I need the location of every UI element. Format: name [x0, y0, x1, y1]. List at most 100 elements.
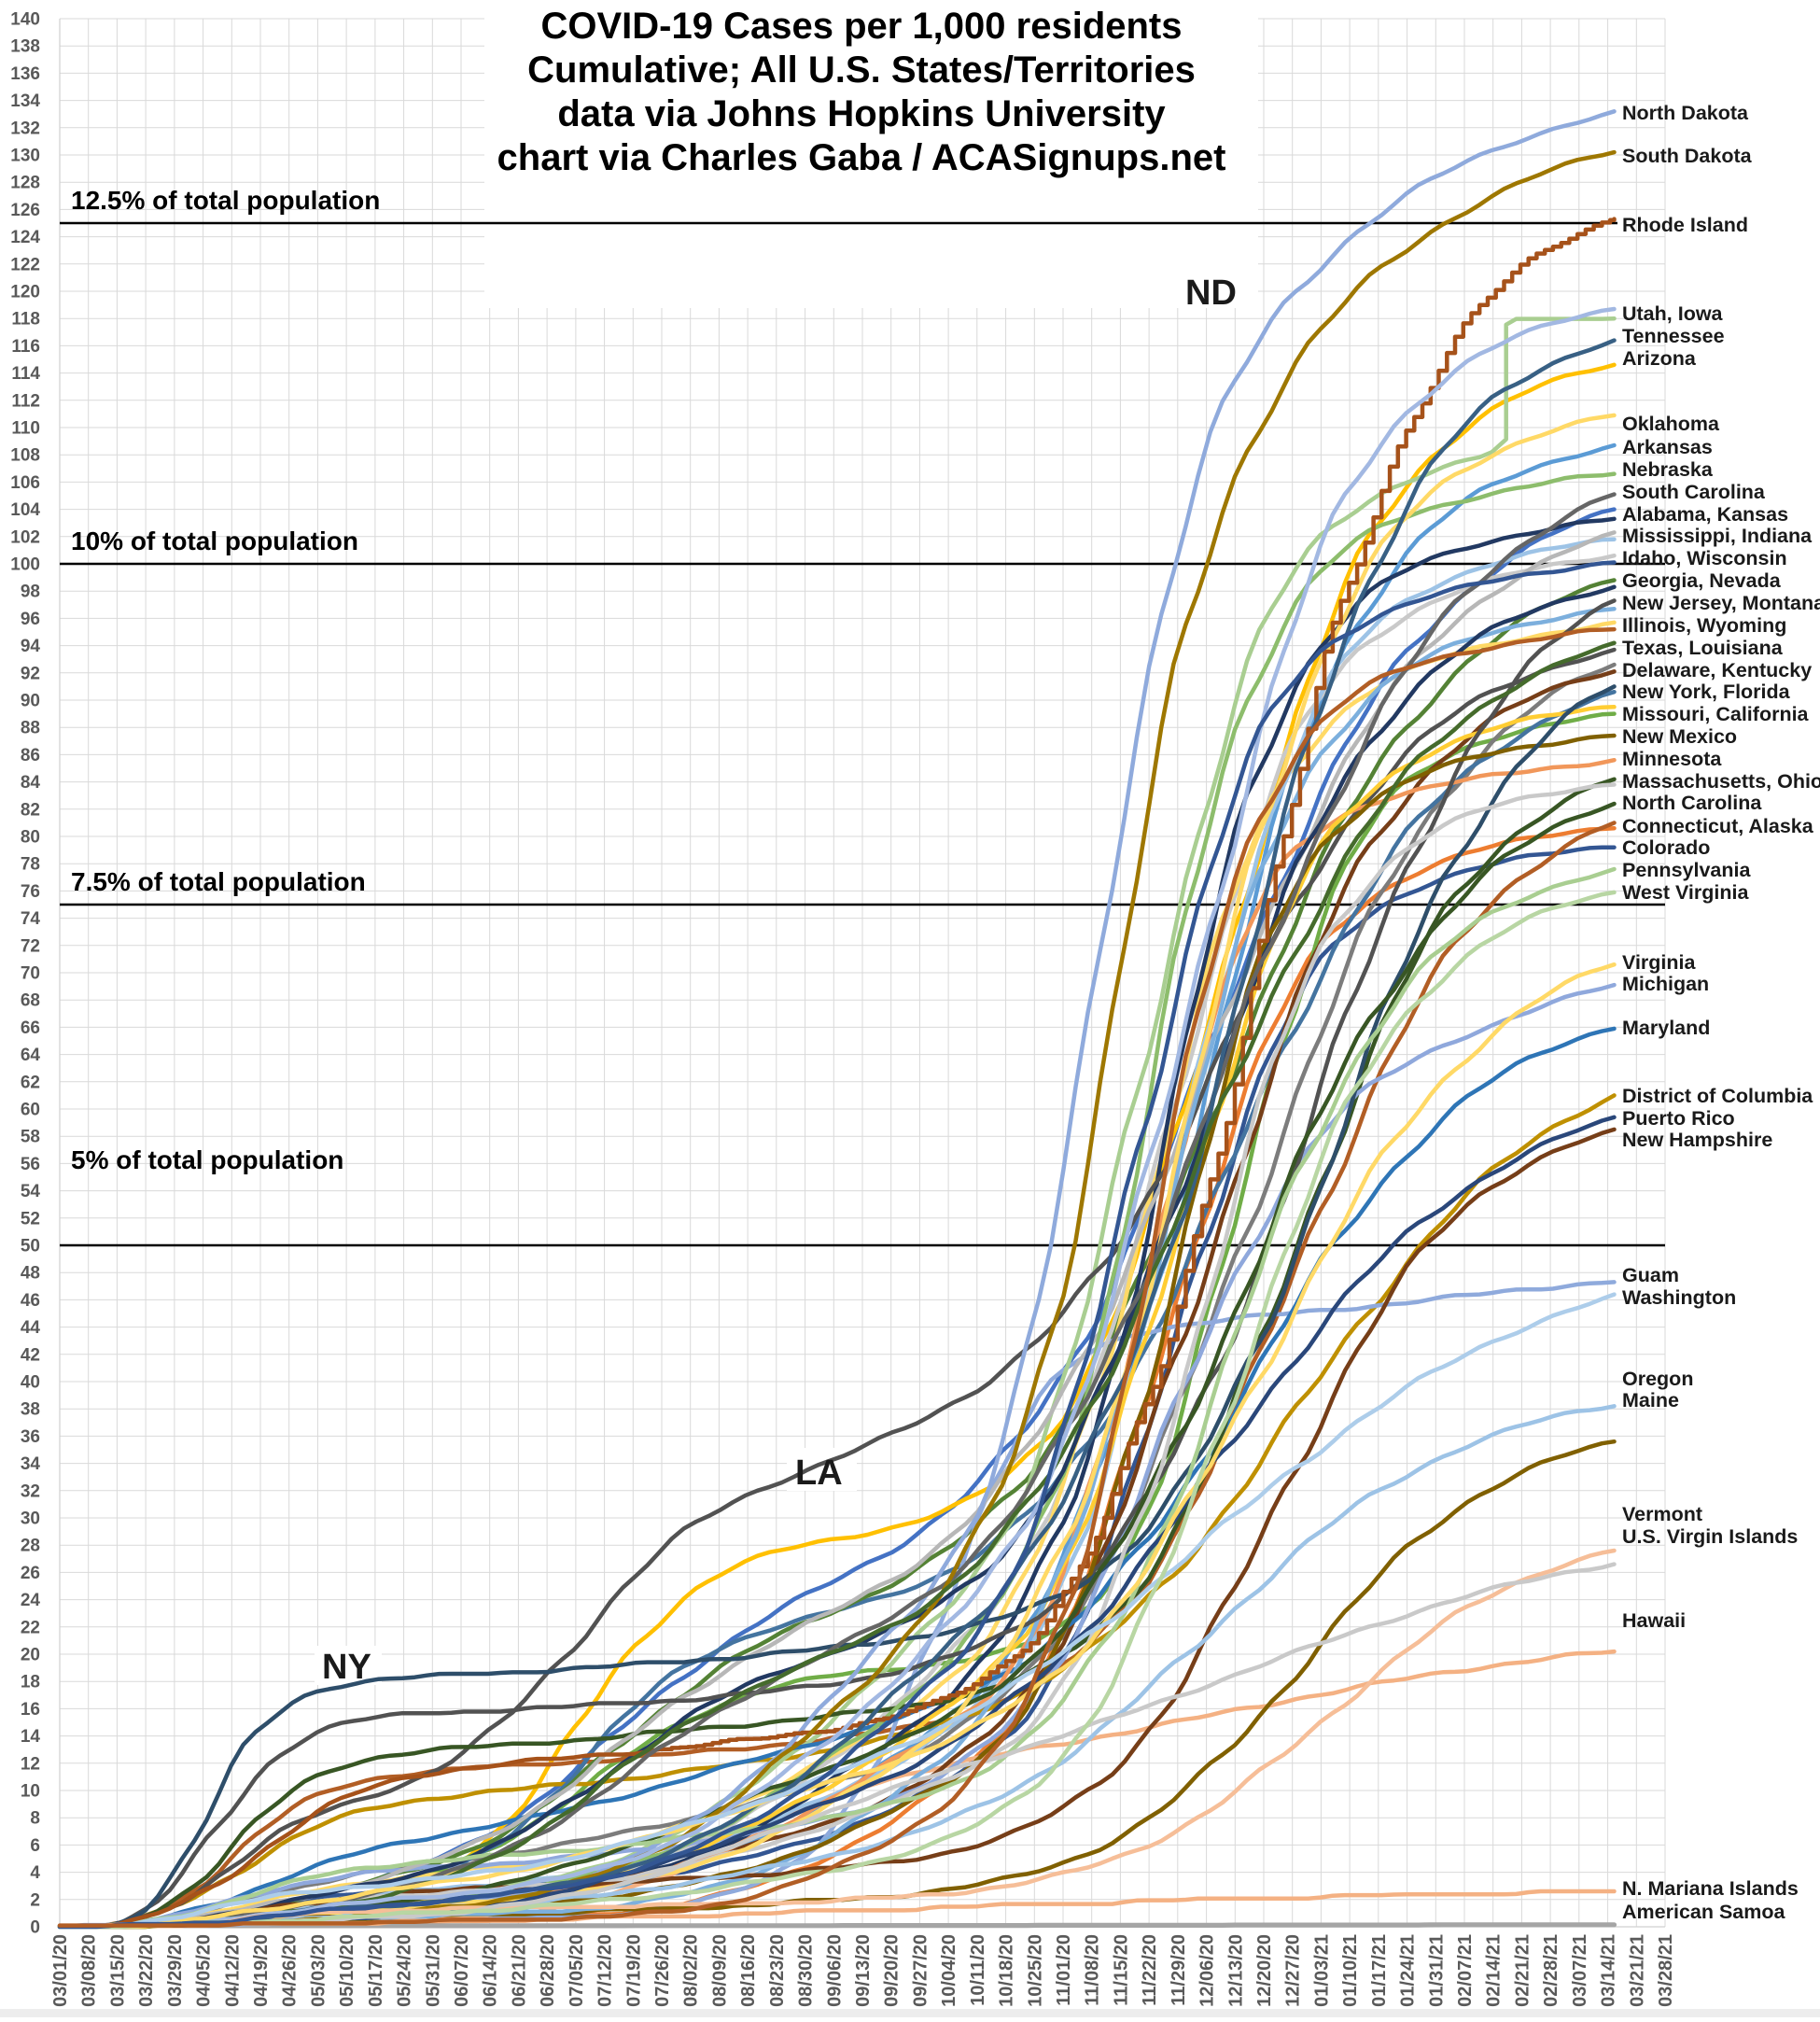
svg-text:92: 92 [21, 664, 40, 683]
svg-text:Missouri, California: Missouri, California [1622, 703, 1810, 725]
svg-text:04/19/20: 04/19/20 [251, 1934, 272, 2007]
svg-text:56: 56 [21, 1155, 40, 1174]
svg-text:Cumulative; All U.S. States/Te: Cumulative; All U.S. States/Territories [527, 49, 1196, 91]
svg-text:100: 100 [10, 555, 40, 575]
svg-text:07/12/20: 07/12/20 [595, 1934, 616, 2007]
svg-text:06/14/20: 06/14/20 [481, 1934, 501, 2007]
svg-text:72: 72 [21, 936, 40, 956]
svg-text:North Dakota: North Dakota [1622, 102, 1749, 124]
svg-text:data via Johns Hopkins Univers: data via Johns Hopkins University [557, 93, 1166, 134]
svg-text:12/20/20: 12/20/20 [1254, 1934, 1275, 2007]
svg-text:01/17/21: 01/17/21 [1369, 1934, 1390, 2007]
svg-text:New Jersey, Montana: New Jersey, Montana [1622, 592, 1820, 614]
svg-text:108: 108 [10, 446, 40, 466]
svg-text:76: 76 [21, 882, 40, 902]
svg-text:18: 18 [21, 1673, 40, 1692]
svg-text:08/16/20: 08/16/20 [738, 1934, 759, 2007]
svg-text:02/21/21: 02/21/21 [1512, 1934, 1533, 2007]
svg-text:28: 28 [21, 1537, 40, 1556]
svg-text:06/07/20: 06/07/20 [452, 1934, 472, 2007]
svg-text:Arkansas: Arkansas [1622, 436, 1713, 458]
svg-text:110: 110 [11, 419, 40, 439]
svg-text:10/18/20: 10/18/20 [997, 1934, 1017, 2007]
svg-text:Oklahoma: Oklahoma [1622, 413, 1720, 435]
svg-text:02/14/21: 02/14/21 [1484, 1934, 1505, 2007]
svg-text:11/22/20: 11/22/20 [1140, 1934, 1160, 2006]
svg-text:12/27/20: 12/27/20 [1283, 1934, 1304, 2007]
svg-text:09/27/20: 09/27/20 [910, 1934, 931, 2007]
svg-text:05/10/20: 05/10/20 [337, 1934, 357, 2007]
svg-text:64: 64 [21, 1046, 41, 1065]
svg-text:14: 14 [21, 1727, 41, 1747]
svg-text:03/28/21: 03/28/21 [1656, 1934, 1676, 2007]
svg-text:82: 82 [21, 800, 40, 820]
svg-text:20: 20 [21, 1646, 40, 1665]
svg-text:134: 134 [10, 91, 40, 111]
svg-text:Arizona: Arizona [1622, 347, 1697, 370]
svg-text:8: 8 [30, 1809, 40, 1829]
svg-text:NY: NY [322, 1648, 371, 1687]
svg-text:12/06/20: 12/06/20 [1197, 1934, 1218, 2007]
svg-text:11/15/20: 11/15/20 [1111, 1934, 1131, 2006]
svg-text:66: 66 [21, 1018, 40, 1038]
svg-text:New Mexico: New Mexico [1622, 725, 1737, 748]
svg-text:5% of total population: 5% of total population [71, 1145, 343, 1174]
svg-text:96: 96 [21, 610, 40, 629]
svg-text:10% of total population: 10% of total population [71, 527, 358, 555]
svg-text:05/17/20: 05/17/20 [366, 1934, 386, 2007]
svg-text:Pennsylvania: Pennsylvania [1622, 859, 1751, 881]
svg-text:Delaware, Kentucky: Delaware, Kentucky [1622, 659, 1812, 681]
svg-text:LA: LA [795, 1453, 843, 1493]
svg-text:04/05/20: 04/05/20 [194, 1934, 215, 2007]
svg-text:6: 6 [30, 1836, 40, 1856]
svg-text:03/14/21: 03/14/21 [1599, 1934, 1619, 2007]
svg-text:118: 118 [11, 310, 40, 330]
svg-text:02/28/21: 02/28/21 [1541, 1934, 1561, 2007]
svg-text:09/13/20: 09/13/20 [853, 1934, 874, 2007]
svg-text:7.5% of total population: 7.5% of total population [71, 867, 366, 896]
svg-text:114: 114 [11, 364, 40, 384]
svg-text:Massachusetts, Ohio: Massachusetts, Ohio [1622, 770, 1820, 793]
svg-text:102: 102 [10, 527, 40, 547]
svg-text:116: 116 [11, 337, 40, 357]
svg-text:07/19/20: 07/19/20 [623, 1934, 644, 2007]
svg-text:124: 124 [10, 228, 40, 247]
svg-text:84: 84 [21, 773, 41, 793]
svg-text:26: 26 [21, 1564, 40, 1583]
svg-text:District of Columbia: District of Columbia [1622, 1085, 1813, 1107]
svg-text:90: 90 [21, 692, 40, 711]
svg-text:16: 16 [21, 1700, 40, 1720]
svg-text:38: 38 [21, 1400, 40, 1420]
svg-text:05/03/20: 05/03/20 [308, 1934, 329, 2007]
svg-text:10/25/20: 10/25/20 [1025, 1934, 1045, 2007]
svg-text:COVID-19 Cases per 1,000 resid: COVID-19 Cases per 1,000 residents [540, 6, 1182, 47]
svg-text:01/24/21: 01/24/21 [1398, 1934, 1419, 2007]
svg-text:62: 62 [21, 1073, 40, 1092]
svg-text:South Carolina: South Carolina [1622, 481, 1766, 503]
svg-text:01/10/21: 01/10/21 [1340, 1934, 1361, 2007]
svg-text:Georgia, Nevada: Georgia, Nevada [1622, 569, 1782, 592]
svg-text:10/11/20: 10/11/20 [968, 1934, 988, 2006]
svg-text:09/06/20: 09/06/20 [824, 1934, 845, 2007]
svg-text:Colorado: Colorado [1622, 836, 1710, 859]
svg-text:chart via Charles Gaba / ACASi: chart via Charles Gaba / ACASignups.net [497, 137, 1226, 178]
svg-text:130: 130 [10, 147, 40, 166]
svg-text:03/07/21: 03/07/21 [1570, 1934, 1590, 2007]
svg-text:0: 0 [30, 1918, 40, 1938]
svg-text:34: 34 [21, 1454, 41, 1474]
svg-text:03/08/20: 03/08/20 [79, 1934, 100, 2007]
svg-text:30: 30 [21, 1509, 40, 1529]
svg-text:88: 88 [21, 719, 40, 738]
svg-text:07/26/20: 07/26/20 [652, 1934, 673, 2007]
svg-text:68: 68 [21, 991, 40, 1011]
svg-text:03/15/20: 03/15/20 [107, 1934, 128, 2007]
svg-text:07/05/20: 07/05/20 [567, 1934, 587, 2007]
svg-text:Nebraska: Nebraska [1622, 458, 1714, 481]
svg-text:Washington: Washington [1622, 1286, 1736, 1309]
svg-text:11/01/20: 11/01/20 [1054, 1934, 1074, 2006]
svg-text:01/03/21: 01/03/21 [1311, 1934, 1332, 2007]
svg-text:North Carolina: North Carolina [1622, 792, 1762, 814]
svg-text:126: 126 [10, 201, 40, 220]
svg-text:03/01/20: 03/01/20 [50, 1934, 71, 2007]
svg-text:136: 136 [10, 64, 40, 84]
